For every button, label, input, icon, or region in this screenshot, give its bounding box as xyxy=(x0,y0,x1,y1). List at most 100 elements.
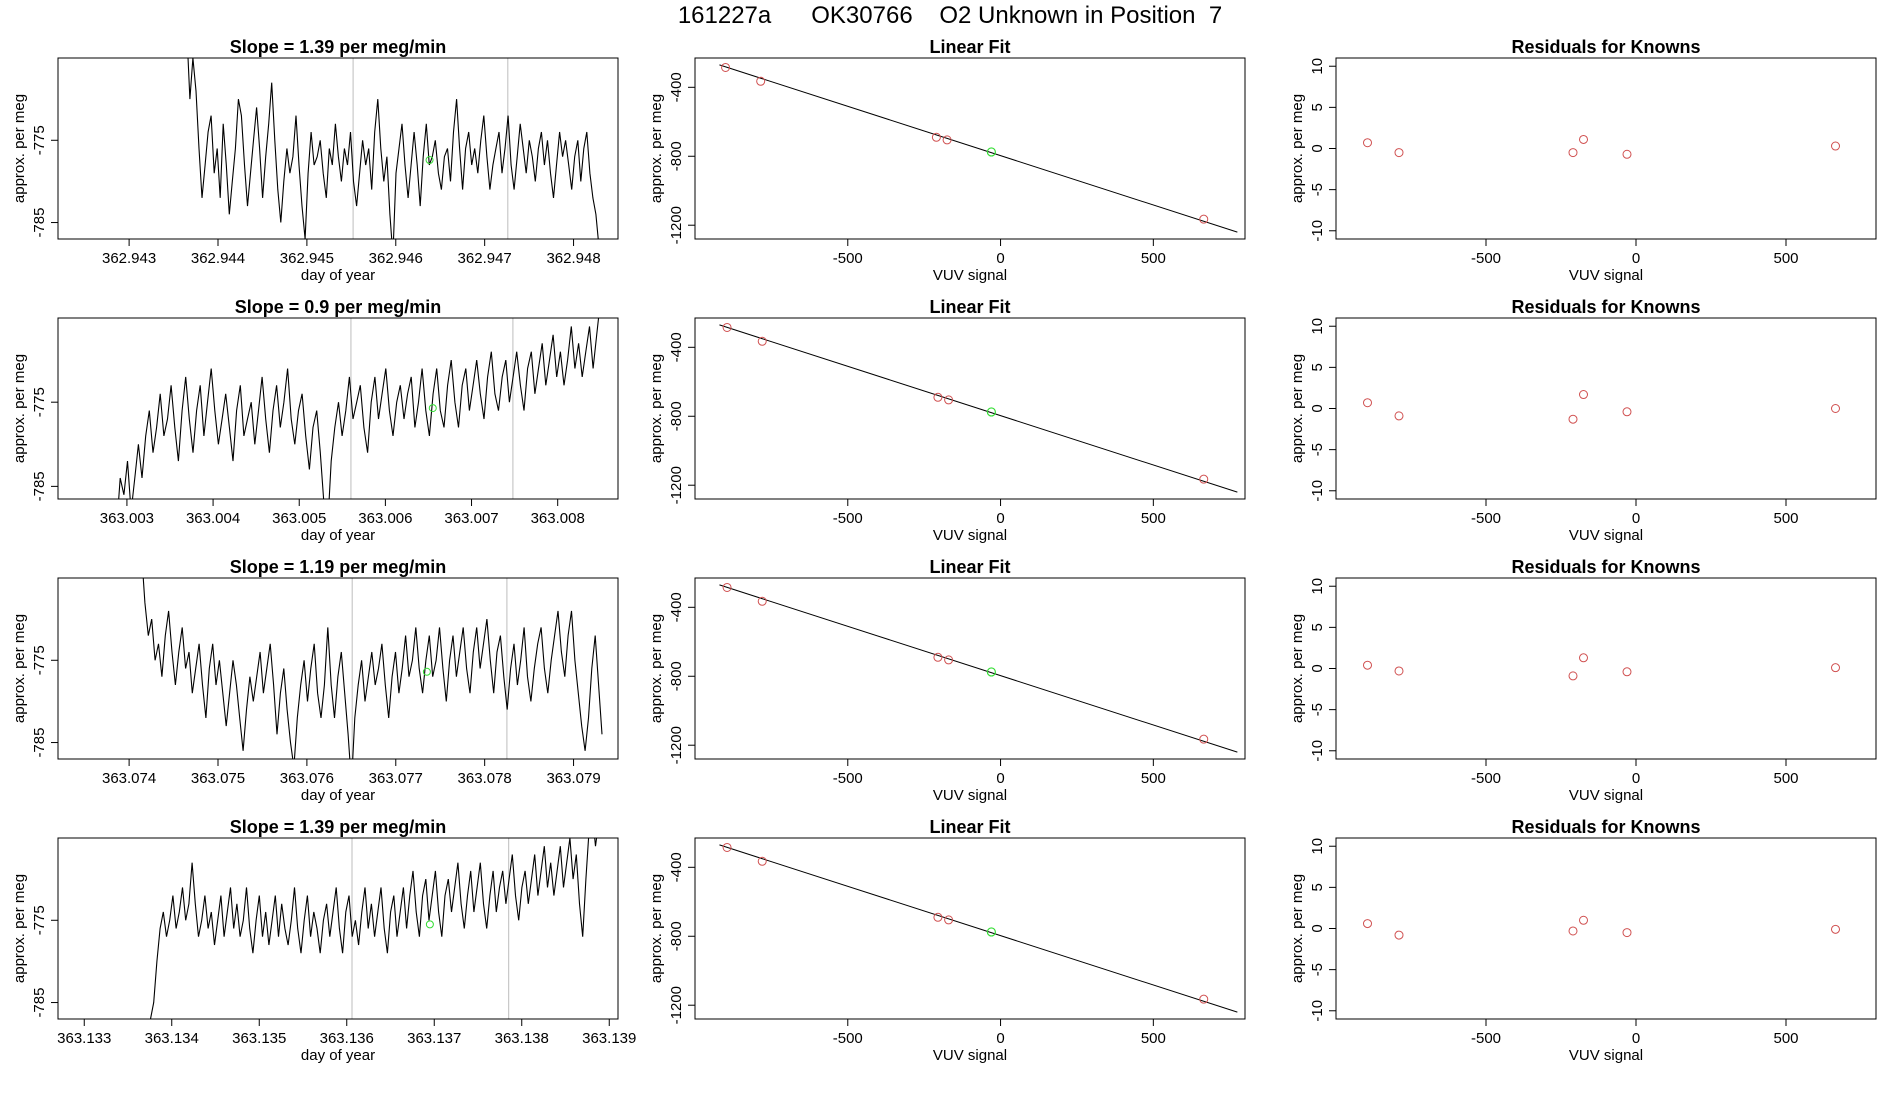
y-tick-label: 10 xyxy=(1309,838,1326,855)
plot-frame xyxy=(694,577,1246,760)
chart-title: Residuals for Knowns xyxy=(1511,557,1700,577)
y-tick-label: -785 xyxy=(31,471,48,501)
plot-area xyxy=(1363,134,1840,159)
x-tick-label: 363.003 xyxy=(100,510,154,527)
x-axis-label: VUV signal xyxy=(933,527,1007,544)
known-point xyxy=(1199,994,1209,1004)
plot-area xyxy=(719,322,1238,493)
unknown-point xyxy=(986,927,996,937)
plot-area xyxy=(719,582,1238,753)
y-tick-label: 10 xyxy=(1309,58,1326,75)
x-tick-label: 362.946 xyxy=(369,250,423,267)
x-tick-label: 362.948 xyxy=(546,250,600,267)
chart-3-timeseries: Slope = 1.19 per meg/min 363.074 363.075 36… xyxy=(11,557,619,804)
residual-point xyxy=(1831,404,1840,413)
x-tick-label: -500 xyxy=(1471,1030,1501,1047)
known-point xyxy=(933,912,943,922)
plot-area xyxy=(1363,390,1840,424)
y-axis-label: approx. per meg xyxy=(1289,94,1306,203)
x-tick-label: -500 xyxy=(833,250,863,267)
chart-2-timeseries: Slope = 0.9 per meg/min 363.003 363.004 363… xyxy=(11,297,619,544)
x-tick-label: 363.006 xyxy=(358,510,412,527)
x-axis-label: day of year xyxy=(301,787,375,804)
plot-frame xyxy=(57,837,619,1020)
y-axis-label: approx. per meg xyxy=(11,354,28,463)
plot-area xyxy=(719,62,1238,233)
y-tick-label: 0 xyxy=(1309,144,1326,152)
residual-point xyxy=(1831,663,1840,673)
chart-1-timeseries: Slope = 1.39 per meg/min 362.943 362.944 36… xyxy=(11,37,619,284)
fit-line xyxy=(719,324,1238,493)
residual-point xyxy=(1622,149,1632,159)
y-axis-label: approx. per meg xyxy=(1289,354,1306,463)
y-tick-label: -5 xyxy=(1309,183,1326,196)
x-tick-label: 363.005 xyxy=(272,510,326,527)
y-tick-label: -1200 xyxy=(668,466,685,504)
x-tick-label: 363.076 xyxy=(280,770,334,787)
x-tick-label: 362.947 xyxy=(458,250,512,267)
y-tick-label: -800 xyxy=(668,141,685,171)
fit-line xyxy=(719,584,1238,753)
y-tick-label: -785 xyxy=(31,988,48,1018)
figure-title: 161227a OK30766 O2 Unknown in Position 7 xyxy=(677,2,1223,29)
x-tick-label: -500 xyxy=(1471,510,1501,527)
chart-title: Residuals for Knowns xyxy=(1511,817,1700,837)
known-point xyxy=(756,76,766,86)
y-tick-label: -5 xyxy=(1309,443,1326,456)
y-tick-label: -10 xyxy=(1309,1000,1326,1022)
x-tick-label: -500 xyxy=(1471,250,1501,267)
known-point xyxy=(944,395,954,405)
y-tick-label: 5 xyxy=(1309,883,1326,891)
x-tick-label: 362.943 xyxy=(102,250,156,267)
y-axis-label: approx. per meg xyxy=(648,354,665,463)
known-point xyxy=(757,596,767,606)
x-tick-label: 0 xyxy=(996,510,1004,527)
plot-frame xyxy=(1335,837,1877,1020)
x-tick-label: -500 xyxy=(1471,770,1501,787)
y-tick-label: -10 xyxy=(1309,480,1326,502)
chart-title: Linear Fit xyxy=(929,557,1010,577)
x-tick-label: 362.944 xyxy=(191,250,245,267)
y-axis-label: approx. per meg xyxy=(11,94,28,203)
chart-title: Slope = 1.39 per meg/min xyxy=(230,817,447,837)
x-tick-label: 363.078 xyxy=(458,770,512,787)
known-point xyxy=(757,336,767,346)
x-tick-label: 363.004 xyxy=(186,510,240,527)
residual-point xyxy=(1568,414,1578,424)
residual-point xyxy=(1579,134,1588,144)
known-point xyxy=(944,655,954,665)
known-point xyxy=(931,132,941,142)
known-point xyxy=(1199,474,1209,484)
y-tick-label: 5 xyxy=(1309,103,1326,111)
y-tick-label: -775 xyxy=(31,905,48,935)
chart-title: Residuals for Knowns xyxy=(1511,37,1700,57)
chart-title: Residuals for Knowns xyxy=(1511,297,1700,317)
x-tick-label: -500 xyxy=(833,1030,863,1047)
y-tick-label: -5 xyxy=(1309,703,1326,716)
fit-line xyxy=(719,844,1238,1013)
y-tick-label: -10 xyxy=(1309,220,1326,242)
chart-3-residuals: Residuals for Knowns -500 0 500 VUV signal -1… xyxy=(1289,557,1877,804)
residual-point xyxy=(1579,915,1588,925)
x-tick-label: 363.008 xyxy=(531,510,585,527)
x-axis-label: VUV signal xyxy=(1569,267,1643,284)
y-tick-label: 5 xyxy=(1309,363,1326,371)
residual-point xyxy=(1622,667,1632,677)
x-axis-label: VUV signal xyxy=(933,1047,1007,1064)
plot-area xyxy=(719,842,1238,1013)
residual-point xyxy=(1568,148,1578,158)
residual-point xyxy=(1394,666,1404,676)
plot-frame xyxy=(57,57,619,240)
known-point xyxy=(757,856,767,866)
x-tick-label: 500 xyxy=(1773,1030,1798,1047)
residual-point xyxy=(1579,390,1588,400)
plot-area xyxy=(118,318,600,499)
x-axis-label: day of year xyxy=(301,267,375,284)
y-tick-label: -400 xyxy=(668,72,685,102)
fit-line xyxy=(719,64,1238,233)
series-line xyxy=(118,318,600,499)
residual-point xyxy=(1622,407,1632,417)
plot-area xyxy=(1363,653,1840,681)
known-point xyxy=(1199,734,1209,744)
x-tick-label: 363.007 xyxy=(444,510,498,527)
